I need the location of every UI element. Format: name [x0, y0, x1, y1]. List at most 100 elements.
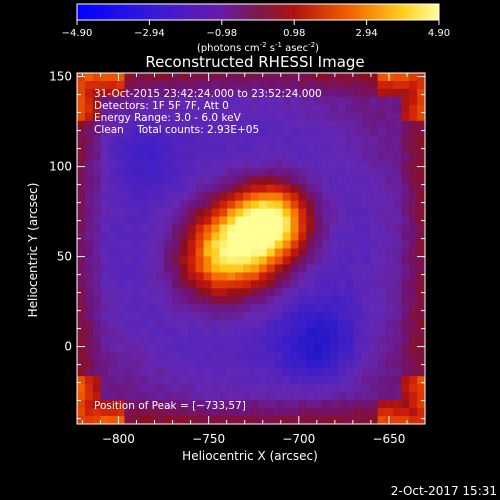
heatmap-cell — [116, 200, 125, 210]
heatmap-cell — [338, 176, 347, 186]
heatmap-cell — [353, 192, 363, 202]
heatmap-cell — [164, 80, 173, 90]
heatmap-cell — [251, 104, 260, 114]
heatmap-cell — [393, 192, 402, 202]
heatmap-cell — [195, 120, 204, 130]
heatmap-cell — [100, 320, 110, 329]
heatmap-cell — [124, 232, 133, 241]
heatmap-cell — [116, 96, 125, 106]
heatmap-cell — [298, 280, 307, 289]
heatmap-cell — [290, 128, 299, 138]
heatmap-cell — [235, 128, 244, 138]
heatmap-cell — [377, 416, 386, 425]
heatmap-cell — [266, 336, 276, 345]
heatmap-cell — [243, 112, 252, 122]
heatmap-cell — [282, 408, 291, 417]
heatmap-cell — [211, 344, 220, 353]
heatmap-cell — [345, 184, 355, 194]
heatmap-cell — [393, 256, 402, 265]
heatmap-cell — [353, 152, 363, 162]
heatmap-cell — [369, 73, 378, 82]
heatmap-cell — [409, 208, 418, 217]
heatmap-cell — [314, 360, 323, 369]
heatmap-cell — [243, 120, 252, 130]
heatmap-cell — [211, 336, 220, 345]
heatmap-cell — [401, 312, 410, 321]
heatmap-cell — [314, 200, 323, 210]
heatmap-cell — [330, 296, 339, 305]
heatmap-cell — [266, 192, 276, 202]
heatmap-cell — [298, 152, 307, 162]
heatmap-cell — [140, 160, 149, 170]
heatmap-cell — [164, 240, 173, 249]
heatmap-cell — [290, 352, 299, 361]
heatmap-cell — [290, 80, 299, 90]
heatmap-cell — [345, 376, 355, 385]
heatmap-cell — [417, 200, 426, 210]
heatmap-cell — [266, 384, 276, 393]
heatmap-cell — [274, 368, 284, 377]
heatmap-cell — [290, 184, 299, 194]
heatmap-cell — [266, 344, 276, 353]
heatmap-cell — [140, 384, 149, 393]
heatmap-cell — [338, 392, 347, 401]
heatmap-cell — [306, 73, 315, 82]
annotations: 31-Oct-2015 23:42:24.000 to 23:52:24.000… — [94, 88, 322, 412]
heatmap-cell — [258, 336, 268, 345]
heatmap-cell — [330, 328, 339, 337]
heatmap-cell — [243, 128, 252, 138]
heatmap-cell — [243, 152, 252, 162]
heatmap-cell — [156, 336, 165, 345]
heatmap-cell — [235, 312, 244, 321]
heatmap-cell — [353, 80, 363, 90]
heatmap-cell — [251, 248, 260, 257]
heatmap-cell — [401, 128, 410, 138]
heatmap-cell — [377, 280, 386, 289]
heatmap-cell — [258, 304, 268, 313]
heatmap-cell — [211, 88, 220, 98]
heatmap-cell — [108, 368, 117, 377]
heatmap-cell — [298, 400, 307, 409]
heatmap-cell — [77, 384, 86, 393]
heatmap-cell — [132, 192, 141, 202]
heatmap-cell — [251, 384, 260, 393]
heatmap-cell — [409, 160, 418, 170]
heatmap-cell — [100, 400, 110, 409]
heatmap-cell — [235, 120, 244, 130]
colorbar: −4.90 −2.94 −0.98 0.98 2.94 4.90 (photons cm-… — [62, 3, 450, 54]
heatmap-cell — [258, 392, 268, 401]
heatmap-cell — [203, 296, 212, 305]
heatmap-cell — [164, 232, 173, 241]
heatmap-cell — [338, 256, 347, 265]
heatmap-cell — [322, 152, 331, 162]
heatmap-cell — [84, 248, 94, 257]
heatmap-cell — [393, 376, 402, 385]
heatmap-cell — [338, 120, 347, 130]
heatmap-cell — [306, 280, 315, 289]
heatmap-cell — [353, 328, 363, 337]
heatmap-cell — [235, 200, 244, 210]
heatmap-cell — [187, 288, 197, 297]
heatmap-cell — [353, 392, 363, 401]
heatmap-cell — [84, 328, 94, 337]
heatmap-cell — [84, 192, 94, 202]
heatmap-cell — [77, 272, 86, 281]
heatmap-cell — [195, 312, 204, 321]
heatmap-cell — [361, 392, 371, 401]
heatmap-cell — [385, 112, 394, 122]
heatmap-cell — [235, 416, 244, 425]
heatmap-cell — [369, 144, 378, 154]
heatmap-cell — [409, 104, 418, 114]
heatmap-cell — [140, 288, 149, 297]
heatmap-cell — [258, 144, 268, 154]
heatmap-cell — [116, 224, 125, 233]
heatmap-cell — [219, 112, 228, 122]
heatmap-cell — [227, 288, 236, 297]
heatmap-cell — [243, 416, 252, 425]
heatmap-cell — [203, 344, 212, 353]
heatmap-cell — [353, 264, 363, 273]
heatmap-cell — [266, 120, 276, 130]
heatmap-cell — [258, 192, 268, 202]
heatmap-cell — [179, 128, 189, 138]
heatmap-cell — [227, 208, 236, 217]
